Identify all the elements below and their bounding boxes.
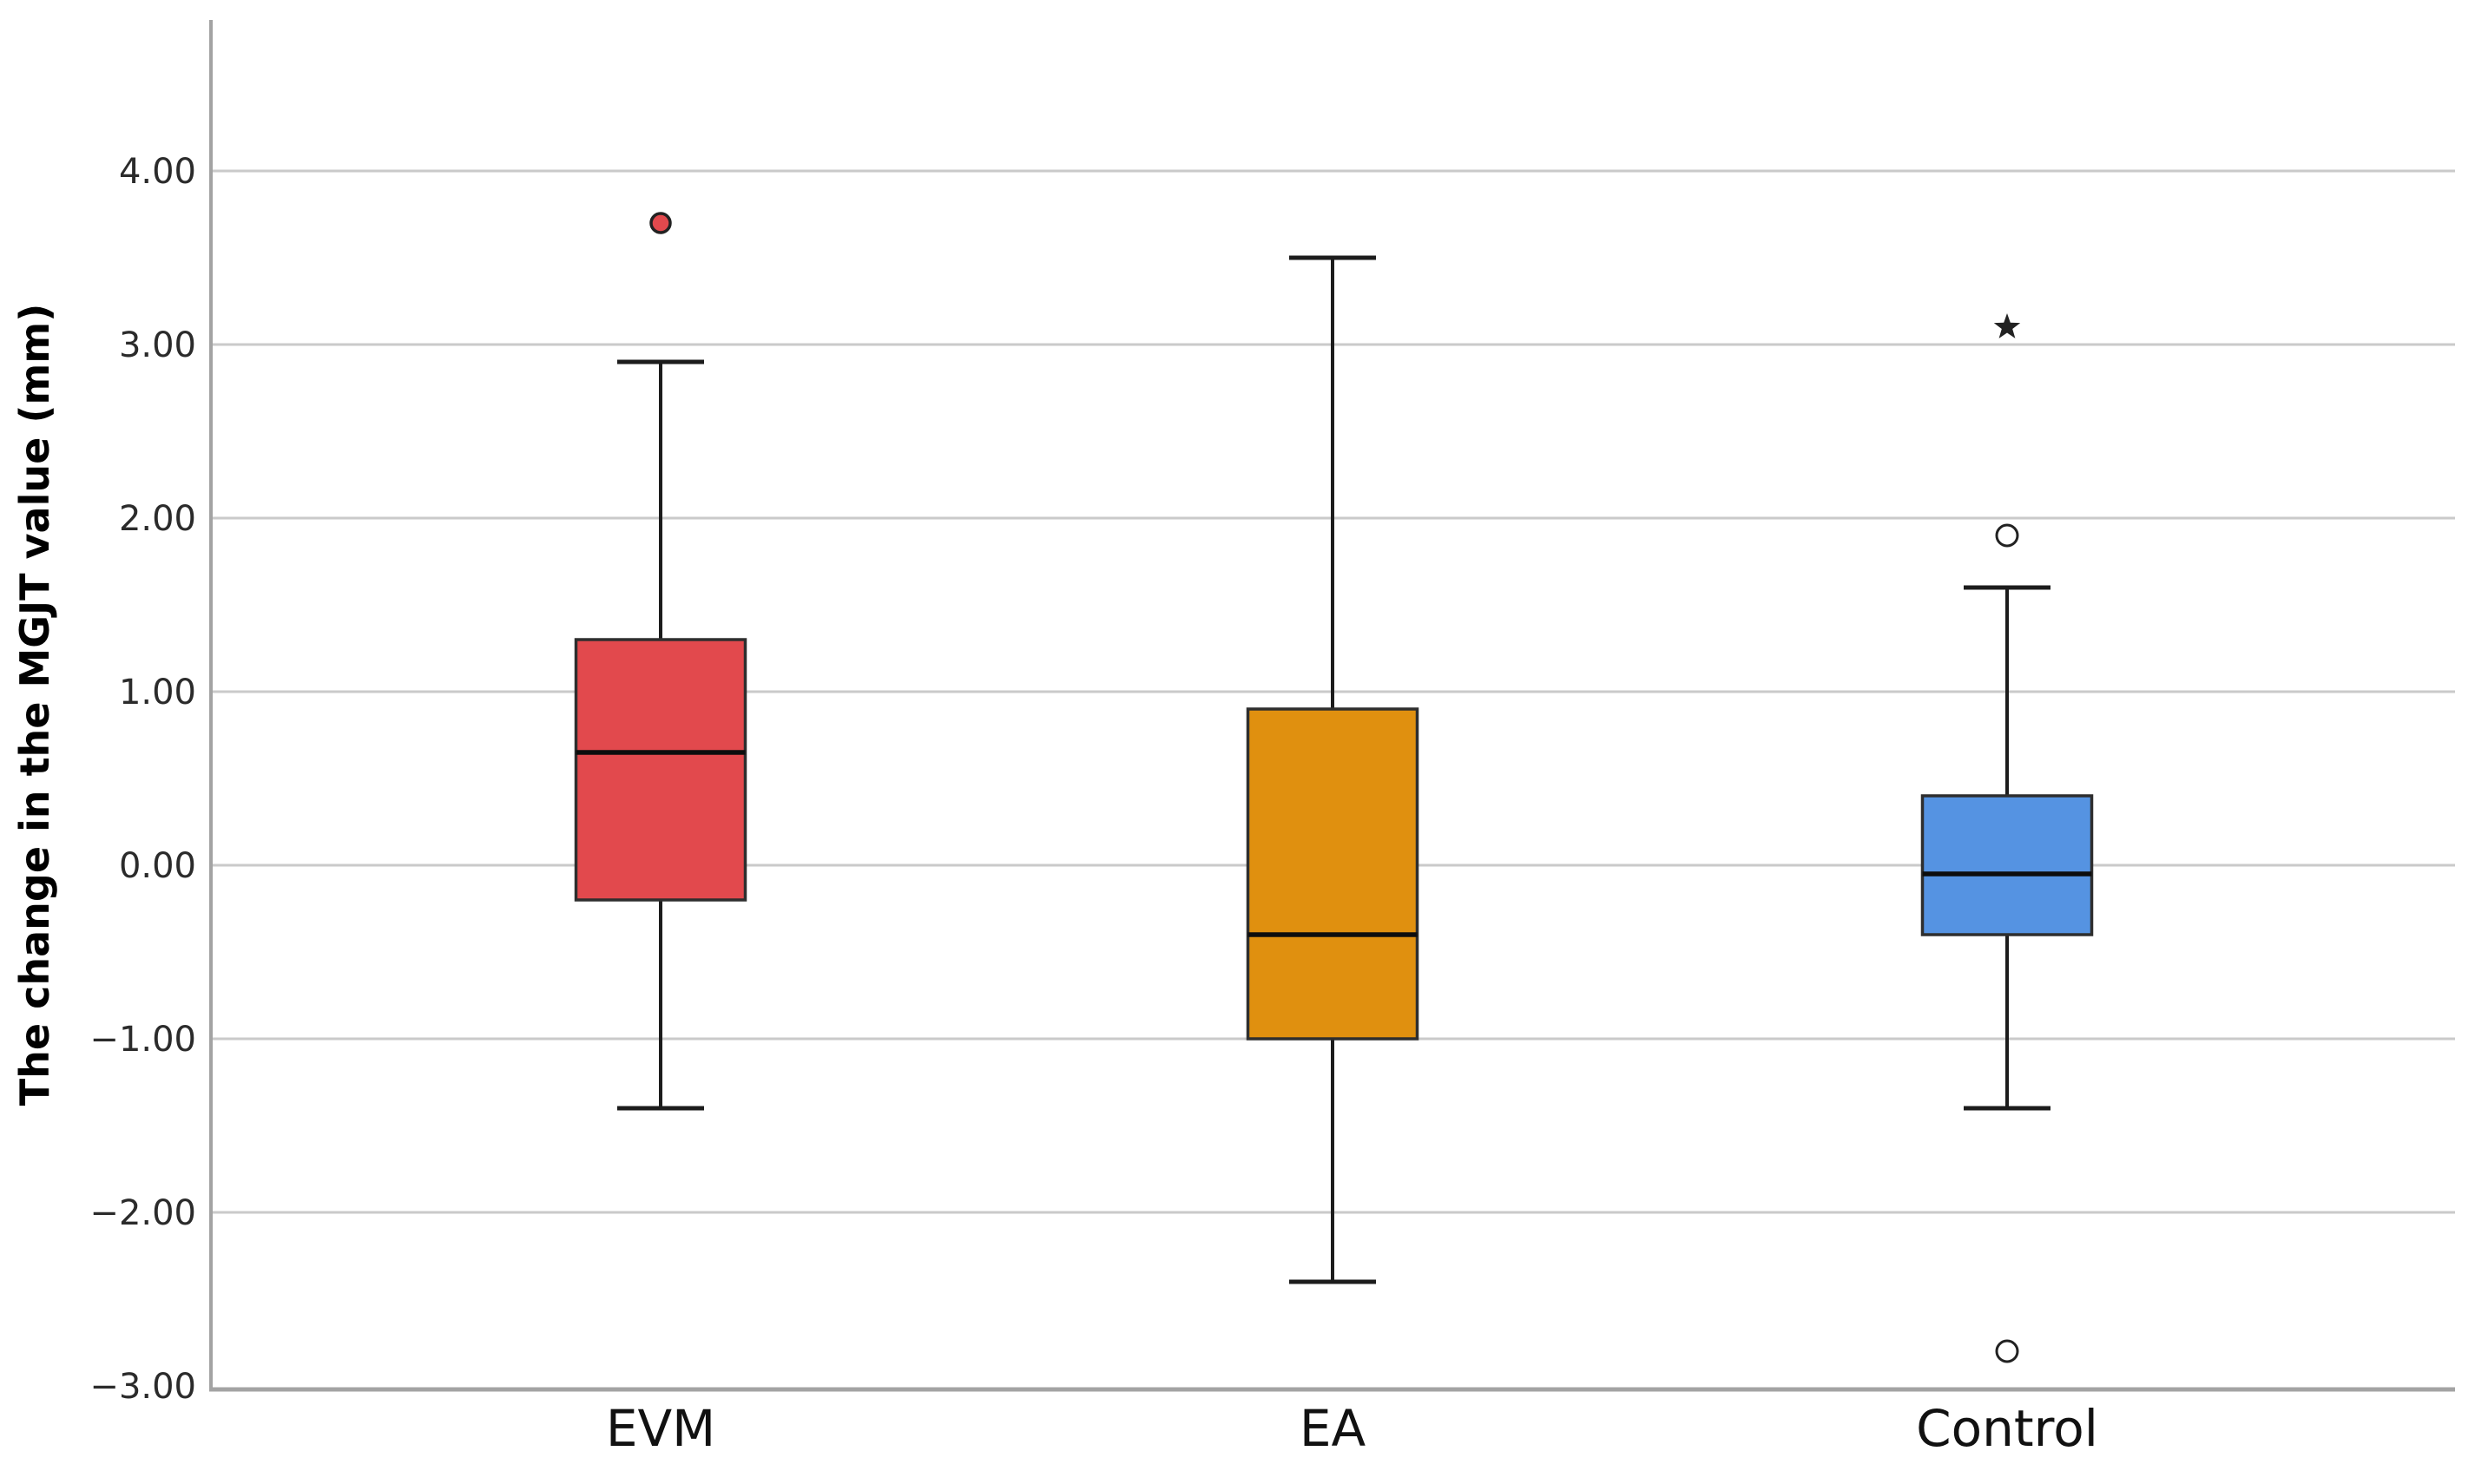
y-tick-label: 2.00 [119, 499, 196, 539]
y-tick-label: 4.00 [119, 152, 196, 192]
y-tick-label: 3.00 [119, 325, 196, 365]
x-category-label: EVM [606, 1399, 715, 1458]
x-category-label: EA [1300, 1399, 1366, 1458]
y-tick-label: −3.00 [89, 1367, 196, 1407]
y-axis-title: The change in the MGJT value (mm) [11, 303, 58, 1106]
outlier-circle-control [1995, 523, 2019, 548]
boxplot-evm [574, 212, 747, 1111]
y-tick-label: 1.00 [119, 673, 196, 712]
outlier-star-control [1993, 313, 2021, 338]
iqr-box-evm [574, 638, 747, 902]
iqr-box-control [1920, 794, 2094, 936]
x-category-label: Control [1916, 1399, 2098, 1458]
outlier-circle-control [1995, 1339, 2019, 1363]
y-tick-label: −2.00 [89, 1193, 196, 1233]
outlier-filled-circle-evm [649, 212, 672, 234]
y-tick-label: −1.00 [89, 1020, 196, 1060]
y-tick-label: 0.00 [119, 846, 196, 886]
boxplot-ea [1246, 255, 1419, 1284]
iqr-box-ea [1246, 707, 1419, 1041]
boxplot-control [1920, 313, 2094, 1363]
